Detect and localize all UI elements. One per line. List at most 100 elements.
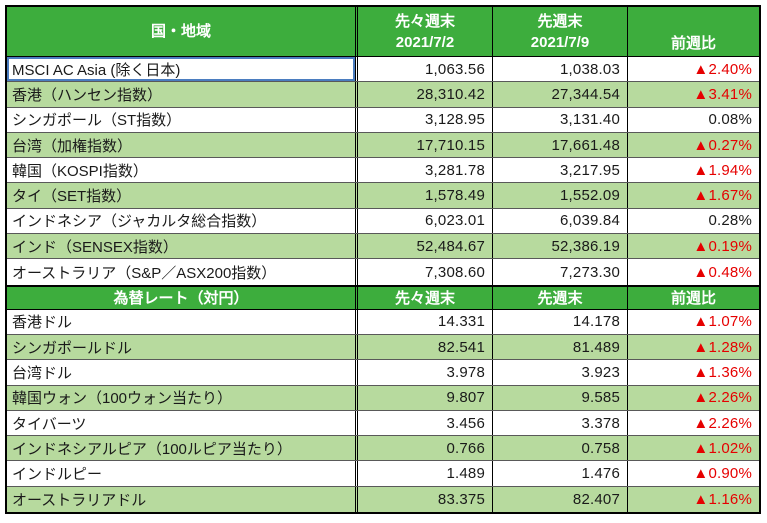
change-value-cell[interactable]: ▲2.40% <box>627 57 759 82</box>
table-row: インドネシアルピア（100ルピア当たり） 0.766 0.758 ▲1.02% <box>7 436 759 462</box>
indices-header-wow-change[interactable]: 前週比 <box>627 7 759 56</box>
prev2-value-cell[interactable]: 6,023.01 <box>355 208 492 234</box>
change-value-cell[interactable]: ▲1.94% <box>627 158 759 183</box>
prev2-value-cell[interactable]: 28,310.42 <box>355 82 492 107</box>
prev-value-cell[interactable]: 1,552.09 <box>492 183 627 208</box>
prev-value-cell[interactable]: 82.407 <box>492 486 627 513</box>
change-value-cell[interactable]: ▲1.36% <box>627 360 759 385</box>
indices-rows: MSCI AC Asia (除く日本) 1,063.56 1,038.03 ▲2.40… <box>7 57 759 285</box>
row-label-cell[interactable]: インドネシア（ジャカルタ総合指数） <box>12 213 267 231</box>
table-row: オーストラリアドル 83.375 82.407 ▲1.16% <box>7 486 759 513</box>
change-value-cell[interactable]: ▲3.41% <box>627 82 759 107</box>
indices-header-region[interactable]: 国・地域 <box>7 7 355 56</box>
change-value-cell[interactable]: ▲0.48% <box>627 259 759 285</box>
prev-value-cell[interactable]: 0.758 <box>492 436 627 461</box>
row-label-cell[interactable]: シンガポール（ST指数） <box>12 112 182 130</box>
table-row: 台湾（加権指数） 17,710.15 17,661.48 ▲0.27% <box>7 132 759 159</box>
prev-value-cell[interactable]: 3,217.95 <box>492 158 627 183</box>
prev2-value-cell[interactable]: 14.331 <box>355 309 492 334</box>
table-row: 韓国（KOSPI指数） 3,281.78 3,217.95 ▲1.94% <box>7 158 759 184</box>
change-value-cell[interactable]: ▲2.26% <box>627 385 759 410</box>
prev-value-cell[interactable]: 81.489 <box>492 334 627 360</box>
table-row: インドネシア（ジャカルタ総合指数） 6,023.01 6,039.84 0.28% <box>7 208 759 235</box>
change-value-cell[interactable]: ▲1.16% <box>627 486 759 513</box>
fx-header-row: 為替レート（対円） 先々週末 先週末 前週比 <box>7 284 759 310</box>
prev-value-cell[interactable]: 17,661.48 <box>492 132 627 158</box>
row-label-cell[interactable]: インドネシアルピア（100ルピア当たり） <box>12 440 292 458</box>
change-value-cell[interactable]: ▲1.67% <box>627 183 759 208</box>
prev-value-cell[interactable]: 3,131.40 <box>492 107 627 132</box>
table-row: シンガポールドル 82.541 81.489 ▲1.28% <box>7 334 759 361</box>
prev2-value-cell[interactable]: 3,281.78 <box>355 158 492 183</box>
fx-header-two-weeks-ago[interactable]: 先々週末 <box>355 286 492 309</box>
row-label-cell[interactable]: 韓国ウォン（100ウォン当たり） <box>12 390 233 408</box>
prev2-value-cell[interactable]: 83.375 <box>355 486 492 513</box>
prev-value-cell[interactable]: 52,386.19 <box>492 234 627 259</box>
prev-value-cell[interactable]: 9.585 <box>492 385 627 410</box>
table-row: 香港ドル 14.331 14.178 ▲1.07% <box>7 309 759 335</box>
fx-header-title-label: 為替レート（対円） <box>113 290 249 308</box>
indices-header-two-weeks-ago[interactable]: 先々週末 2021/7/2 <box>355 7 492 56</box>
prev-value-cell[interactable]: 3.923 <box>492 360 627 385</box>
two-weeks-ago-date: 2021/7/2 <box>395 33 455 51</box>
row-label-cell[interactable]: タイバーツ <box>12 415 87 433</box>
prev-value-cell[interactable]: 1,038.03 <box>492 57 627 82</box>
fx-header-title[interactable]: 為替レート（対円） <box>7 287 355 309</box>
row-label-cell[interactable]: オーストラリア（S&P／ASX200指数） <box>12 264 277 282</box>
prev2-value-cell[interactable]: 7,308.60 <box>355 259 492 285</box>
prev-value-cell[interactable]: 1.476 <box>492 461 627 486</box>
prev2-value-cell[interactable]: 3,128.95 <box>355 107 492 132</box>
row-label-cell[interactable]: タイ（SET指数） <box>12 188 132 206</box>
prev-value-cell[interactable]: 14.178 <box>492 309 627 334</box>
indices-header-row: 国・地域 先々週末 2021/7/2 先週末 2021/7/9 前週比 <box>7 7 759 57</box>
table-row: シンガポール（ST指数） 3,128.95 3,131.40 0.08% <box>7 107 759 133</box>
change-value-cell[interactable]: ▲0.19% <box>627 234 759 259</box>
change-value-cell[interactable]: ▲2.26% <box>627 410 759 436</box>
table-row: インドルピー 1.489 1.476 ▲0.90% <box>7 461 759 487</box>
prev2-value-cell[interactable]: 3.978 <box>355 360 492 385</box>
table-row: 香港（ハンセン指数） 28,310.42 27,344.54 ▲3.41% <box>7 82 759 108</box>
change-value-cell[interactable]: 0.08% <box>627 107 759 132</box>
row-label-cell[interactable]: MSCI AC Asia (除く日本) <box>7 57 355 81</box>
change-value-cell[interactable]: ▲0.90% <box>627 461 759 486</box>
prev2-value-cell[interactable]: 3.456 <box>355 410 492 436</box>
fx-header-wow-change[interactable]: 前週比 <box>627 286 759 309</box>
prev-value-cell[interactable]: 7,273.30 <box>492 259 627 285</box>
fx-header-last-week[interactable]: 先週末 <box>492 286 627 309</box>
market-table: 国・地域 先々週末 2021/7/2 先週末 2021/7/9 前週比 MSCI… <box>5 5 761 515</box>
prev2-value-cell[interactable]: 1,063.56 <box>355 57 492 82</box>
indices-header-last-week[interactable]: 先週末 2021/7/9 <box>492 7 627 56</box>
change-value-cell[interactable]: ▲0.27% <box>627 132 759 158</box>
row-label-cell[interactable]: インド（SENSEX指数） <box>12 238 178 256</box>
table-row: タイバーツ 3.456 3.378 ▲2.26% <box>7 410 759 437</box>
row-label-cell[interactable]: インドルピー <box>12 466 103 484</box>
prev2-value-cell[interactable]: 0.766 <box>355 436 492 461</box>
change-value-cell[interactable]: ▲1.07% <box>627 309 759 334</box>
change-value-cell[interactable]: ▲1.02% <box>627 436 759 461</box>
fx-rows: 香港ドル 14.331 14.178 ▲1.07% シンガポールドル 82.541 81.4… <box>7 309 759 513</box>
row-label-cell[interactable]: 香港ドル <box>12 314 73 332</box>
prev2-value-cell[interactable]: 17,710.15 <box>355 132 492 158</box>
row-label-cell[interactable]: シンガポールドル <box>12 339 133 357</box>
prev2-value-cell[interactable]: 52,484.67 <box>355 234 492 259</box>
prev2-value-cell[interactable]: 82.541 <box>355 334 492 360</box>
prev-value-cell[interactable]: 27,344.54 <box>492 82 627 107</box>
change-value-cell[interactable]: 0.28% <box>627 208 759 234</box>
table-row: インド（SENSEX指数） 52,484.67 52,386.19 ▲0.19% <box>7 234 759 260</box>
row-label-cell[interactable]: オーストラリアドル <box>12 491 147 509</box>
table-row: MSCI AC Asia (除く日本) 1,063.56 1,038.03 ▲2.40… <box>7 57 759 83</box>
prev2-value-cell[interactable]: 1.489 <box>355 461 492 486</box>
last-week-label: 先週末 <box>537 12 583 30</box>
fx-last-week-label: 先週末 <box>537 290 583 308</box>
prev2-value-cell[interactable]: 1,578.49 <box>355 183 492 208</box>
row-label-cell[interactable]: 台湾（加権指数） <box>12 137 133 155</box>
prev-value-cell[interactable]: 3.378 <box>492 410 627 436</box>
change-value-cell[interactable]: ▲1.28% <box>627 334 759 360</box>
table-row: タイ（SET指数） 1,578.49 1,552.09 ▲1.67% <box>7 183 759 209</box>
prev-value-cell[interactable]: 6,039.84 <box>492 208 627 234</box>
row-label-cell[interactable]: 韓国（KOSPI指数） <box>12 162 148 180</box>
prev2-value-cell[interactable]: 9.807 <box>355 385 492 410</box>
row-label-cell[interactable]: 香港（ハンセン指数） <box>12 86 163 104</box>
row-label-cell[interactable]: 台湾ドル <box>12 364 73 382</box>
